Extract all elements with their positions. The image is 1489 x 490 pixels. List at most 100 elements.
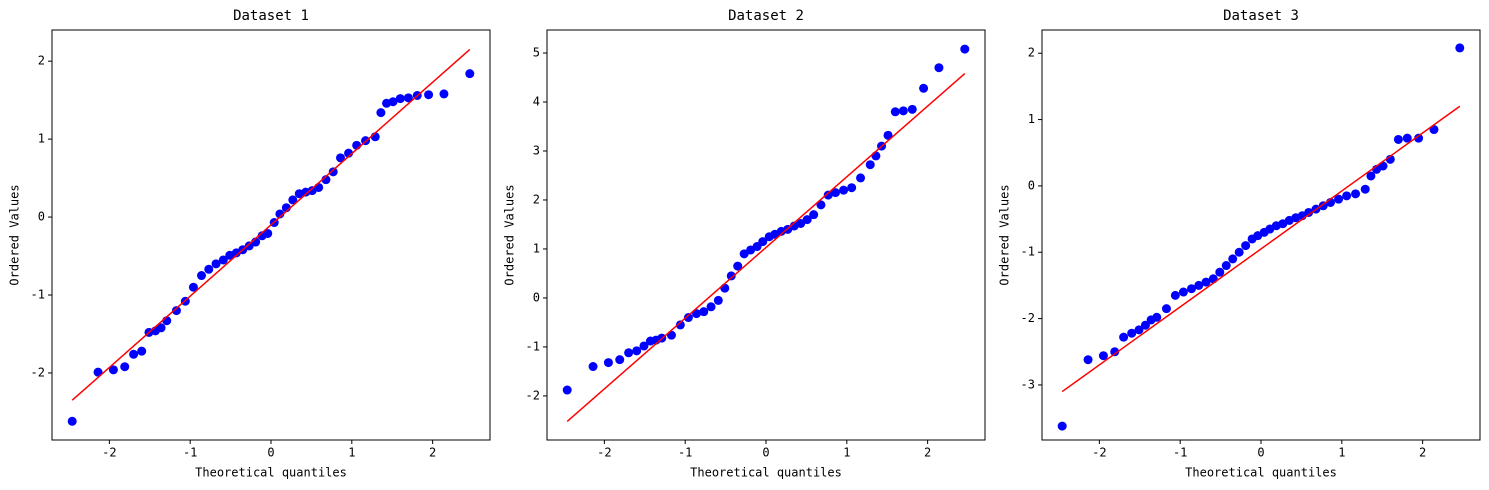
- data-point: [856, 173, 866, 183]
- y-tick-label: 2: [38, 54, 45, 68]
- data-point: [1194, 280, 1204, 290]
- data-point: [588, 362, 598, 372]
- data-point: [218, 255, 228, 265]
- y-tick-label: 4: [533, 95, 540, 109]
- data-point: [1170, 290, 1180, 300]
- data-point: [1127, 328, 1137, 338]
- y-tick-label: 1: [533, 241, 540, 255]
- data-point: [706, 302, 716, 312]
- x-tick-label: 2: [924, 446, 931, 460]
- x-tick-label: -1: [183, 446, 197, 460]
- x-tick-label: -2: [102, 446, 116, 460]
- x-axis-label: Theoretical quantiles: [690, 466, 842, 480]
- data-point: [171, 306, 181, 316]
- data-point: [1215, 267, 1225, 277]
- data-point: [1178, 287, 1188, 297]
- data-point: [211, 259, 221, 269]
- data-point: [675, 320, 685, 330]
- data-point: [1402, 133, 1412, 143]
- data-point: [816, 200, 826, 210]
- data-point: [726, 271, 736, 281]
- data-point: [1234, 247, 1244, 257]
- data-point: [395, 94, 405, 104]
- data-point: [1119, 332, 1129, 342]
- x-tick-label: 2: [429, 446, 436, 460]
- data-point: [1083, 355, 1093, 365]
- subplot: Dataset 3 Theoretical quantiles Ordered Va…: [998, 8, 1481, 480]
- data-point: [67, 416, 77, 426]
- fit-line: [566, 73, 966, 422]
- data-point: [1393, 134, 1403, 144]
- x-tick-label: 2: [1419, 446, 1426, 460]
- data-point: [424, 90, 434, 100]
- data-point: [692, 309, 702, 319]
- data-point: [1201, 277, 1211, 287]
- y-tick-label: 0: [533, 290, 540, 304]
- data-point: [1342, 191, 1352, 201]
- y-tick-label: 0: [1028, 178, 1035, 192]
- fit-line: [71, 48, 471, 401]
- data-point: [1304, 207, 1314, 217]
- y-tick-label: -2: [31, 365, 45, 379]
- x-tick-label: 0: [267, 446, 274, 460]
- data-point: [1187, 284, 1197, 294]
- y-tick-label: 1: [1028, 112, 1035, 126]
- data-point: [1221, 261, 1231, 271]
- data-point: [699, 307, 709, 317]
- data-point: [615, 355, 625, 365]
- data-point: [275, 209, 285, 219]
- data-point: [93, 367, 103, 377]
- data-point: [823, 190, 833, 200]
- y-tick-label: -2: [1021, 311, 1035, 325]
- y-axis-label: Ordered Values: [8, 184, 22, 285]
- data-point: [244, 241, 254, 251]
- data-point: [713, 295, 723, 305]
- y-axis-label: Ordered Values: [503, 184, 517, 285]
- x-tick-label: 1: [843, 446, 850, 460]
- data-point: [683, 313, 693, 323]
- data-point: [1140, 320, 1150, 330]
- axes-frame: [51, 29, 491, 441]
- data-point: [1414, 133, 1424, 143]
- data-point: [907, 104, 917, 114]
- y-tick-label: 2: [1028, 46, 1035, 60]
- data-point: [328, 167, 338, 177]
- data-point: [1241, 241, 1251, 251]
- subplot-title: Dataset 1: [233, 8, 309, 24]
- data-point: [129, 349, 139, 359]
- subplot-title: Dataset 2: [728, 8, 804, 24]
- data-point: [188, 282, 198, 292]
- data-point: [871, 151, 881, 161]
- data-point: [1334, 194, 1344, 204]
- y-tick-label: 2: [533, 192, 540, 206]
- data-point: [1366, 171, 1376, 181]
- data-point: [919, 83, 929, 93]
- data-point: [156, 323, 166, 333]
- data-point: [883, 130, 893, 140]
- data-point: [288, 195, 298, 205]
- data-point: [934, 63, 944, 73]
- data-point: [603, 358, 613, 368]
- data-point: [197, 271, 207, 281]
- y-tick-label: 0: [38, 210, 45, 224]
- data-point: [1360, 184, 1370, 194]
- y-tick-label: -1: [1021, 245, 1035, 259]
- data-point: [796, 218, 806, 228]
- data-point: [865, 160, 875, 170]
- data-point: [733, 261, 743, 271]
- y-tick-label: -1: [526, 339, 540, 353]
- data-point: [847, 183, 857, 193]
- data-point: [1110, 347, 1120, 357]
- data-point: [1152, 312, 1162, 322]
- x-tick-label: 1: [348, 446, 355, 460]
- data-point: [1208, 274, 1218, 284]
- subplot-title: Dataset 3: [1223, 8, 1299, 24]
- data-point: [1161, 304, 1171, 314]
- data-point: [1228, 254, 1238, 264]
- data-point: [1455, 43, 1465, 53]
- x-tick-label: -2: [597, 446, 611, 460]
- data-point: [314, 182, 324, 192]
- data-point: [890, 107, 900, 117]
- x-tick-label: 0: [762, 446, 769, 460]
